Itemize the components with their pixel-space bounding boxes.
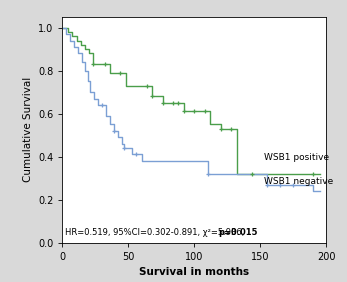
Text: HR=0.519, 95%CI=0.302-0.891, χ²=5.936,: HR=0.519, 95%CI=0.302-0.891, χ²=5.936,: [65, 228, 247, 237]
Text: WSB1 positive: WSB1 positive: [264, 153, 329, 162]
Text: WSB1 negative: WSB1 negative: [264, 177, 333, 186]
Y-axis label: Cumulative Survival: Cumulative Survival: [23, 77, 33, 182]
Text: p=0.015: p=0.015: [218, 228, 257, 237]
X-axis label: Survival in months: Survival in months: [139, 267, 249, 277]
